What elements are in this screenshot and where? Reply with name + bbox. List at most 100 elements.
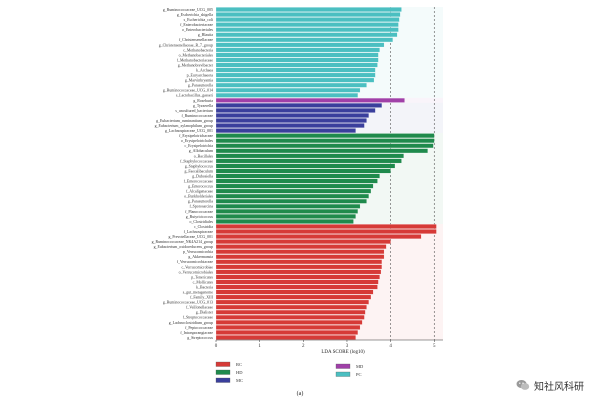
bar <box>215 67 376 73</box>
bar <box>215 224 437 229</box>
bar-label: f_Streptococcaceae <box>183 316 214 320</box>
bar <box>215 214 356 219</box>
bar <box>215 244 387 249</box>
bar <box>215 234 422 239</box>
bar-label: f_Sporosarcina <box>189 205 213 209</box>
bar-label: f_Planococcaceae <box>185 210 213 214</box>
bar-label: s_gut_metagenome <box>183 290 214 294</box>
bar <box>215 37 393 43</box>
legend-label: RC <box>236 362 242 367</box>
bar-label: g_Akkermansia <box>188 255 213 259</box>
bar-label: g_Streptococcus <box>187 336 213 340</box>
bar <box>215 315 365 320</box>
legend-swatch <box>215 377 231 383</box>
bar-label: g_Butyricicoccus <box>186 215 214 219</box>
bar <box>215 62 378 68</box>
bar <box>215 148 428 154</box>
bar-label: g_Blautia <box>198 33 213 37</box>
bar <box>215 77 375 83</box>
bar <box>215 82 367 88</box>
bar-label: g_Dubosiella <box>192 174 213 178</box>
bar-label: g_Staphylococcus <box>185 164 214 168</box>
bar-label: f_Alcaligenaceae <box>186 190 213 194</box>
bar-label: g_Marvinbryantia <box>185 79 213 83</box>
bar <box>215 254 385 260</box>
bar <box>215 7 402 12</box>
bar-label: g_Eubacterium_ruminantium_group <box>156 119 213 123</box>
bar <box>215 330 358 335</box>
bar <box>215 173 380 179</box>
x-tick-label: 1 <box>258 344 261 349</box>
bar-label: g_Parasutterella <box>188 84 213 88</box>
bar <box>215 118 367 123</box>
bar <box>215 138 435 143</box>
bar <box>215 264 382 270</box>
bar-label: k_Archaea <box>196 68 213 72</box>
bar <box>215 219 354 224</box>
bar <box>215 143 434 149</box>
bar <box>215 168 391 174</box>
bar-label: g_Ruminococcaceae_UCG_014 <box>163 89 213 93</box>
bar-label: g_Eubacterium_oxidoreducens_group <box>154 245 213 249</box>
bar <box>215 47 380 53</box>
bar <box>215 209 358 214</box>
bar-label: f_Lachnospiraceae <box>184 230 214 234</box>
watermark-text: 知社风科研 <box>534 381 584 393</box>
bar-label: g_Christensenellaceae_R_7_group <box>159 43 213 47</box>
bar-label: c_Erysipelotrichia <box>184 144 213 148</box>
bar <box>215 52 379 58</box>
bar-label: g_Allobaculum <box>189 149 213 153</box>
wechat-icon <box>516 380 530 390</box>
legend-label: MD <box>356 364 364 369</box>
bar-label: f_Erysipelotrichaceae <box>179 134 213 138</box>
bar-label: p_Verrucomicrobia <box>183 250 213 254</box>
bar-label: p_Tenericutes <box>191 275 213 279</box>
bar-label: o_Enterobacteriales <box>182 28 213 32</box>
watermark: 知社风科研 <box>516 376 584 394</box>
bar <box>215 193 369 199</box>
bar <box>215 12 401 17</box>
bar <box>215 183 374 189</box>
bar <box>215 93 358 98</box>
bar-label: o_Verrucomicrobiales <box>179 270 214 274</box>
bar <box>215 178 378 184</box>
bar-label: g_Tyzzerella <box>193 104 213 108</box>
bar-label: o_Methanobacteriales <box>179 53 214 57</box>
bar <box>215 17 400 22</box>
bar-label: f_Staphylococcaceae <box>180 159 213 163</box>
bar <box>215 294 372 300</box>
bar <box>215 133 435 138</box>
bar-label: g_Methanobrevibacter <box>178 63 214 67</box>
bar <box>215 335 356 340</box>
legend-swatch <box>215 369 231 375</box>
bar <box>215 158 402 164</box>
bar-label: o_Burkholderiales <box>184 195 213 199</box>
bar <box>215 279 379 285</box>
bar-label: g_Ruminococcaceae_UCG_013 <box>163 301 213 305</box>
bar <box>215 249 385 254</box>
bar-label: p_Euryarchaeota <box>187 74 214 78</box>
bar-label: s_Escherichia_coli <box>184 18 213 22</box>
bar-label: f_Methanobacteriaceae <box>177 58 214 62</box>
bar-label: g_Parasutterella <box>188 200 213 204</box>
bar <box>215 309 366 315</box>
bar-label: o_Erysipelotrichales <box>181 139 213 143</box>
bar <box>215 42 385 48</box>
bar <box>215 103 382 108</box>
x-axis-label: LDA SCORE (log10) <box>321 350 365 355</box>
bar <box>215 198 367 204</box>
bar-label: f_Veillonellaceae <box>186 306 213 310</box>
bar <box>215 113 369 118</box>
bar-label: g_Faecalibaculum <box>184 169 213 173</box>
legend-swatch <box>335 363 351 369</box>
bar-label: g_Enterococcus <box>188 185 213 189</box>
x-tick-label: 4 <box>389 344 392 349</box>
bar <box>215 123 365 128</box>
bar <box>215 259 382 265</box>
bar-label: f_Enterobacteriaceae <box>180 23 213 27</box>
bar-label: g_Lachnoclostridium_group <box>169 321 213 325</box>
legend-label: HD <box>236 370 243 375</box>
legend-label: PC <box>356 372 362 377</box>
bar-label: g_Roseburia <box>193 99 213 103</box>
bar-label: o_Bacillales <box>194 154 214 158</box>
